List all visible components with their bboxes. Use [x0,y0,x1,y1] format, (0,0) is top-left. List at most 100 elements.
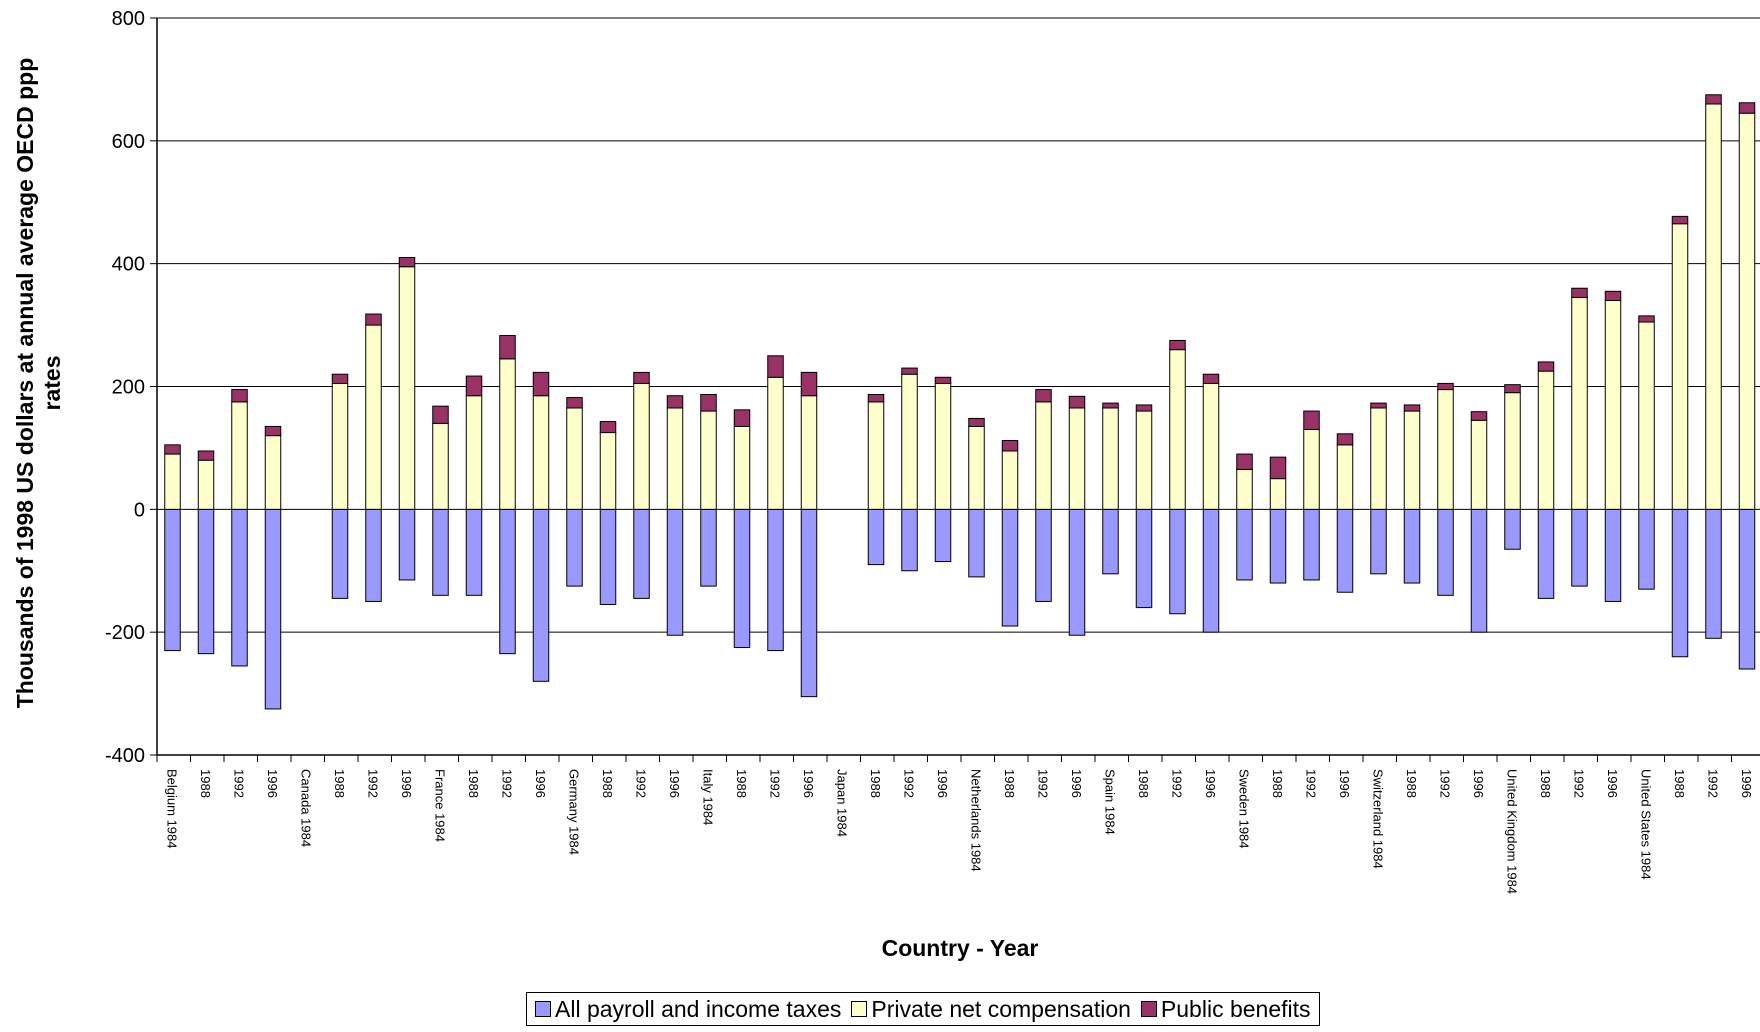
x-category-label: 1996 [265,769,280,798]
x-category-label: 1996 [667,769,682,798]
bar-public-benefits [1571,287,1588,298]
bar-private-compensation [666,407,684,510]
bar-taxes [700,508,717,587]
x-category-label: 1992 [902,769,917,798]
bar-taxes [1303,508,1320,581]
legend-item: Public benefits [1140,996,1311,1023]
bar-private-compensation [934,382,952,510]
bar-taxes [1370,508,1387,575]
x-category-label: 1992 [634,769,649,798]
bar-public-benefits [1671,215,1689,225]
bar-taxes [1135,508,1153,609]
bar-taxes [398,508,416,581]
bar-private-compensation [1135,410,1153,510]
bar-private-compensation [599,432,617,510]
bar-taxes [499,508,516,655]
bar-public-benefits [465,375,483,397]
bar-private-compensation [1303,428,1320,510]
x-category-label: 1992 [768,769,783,798]
legend-label: Private net compensation [871,995,1131,1022]
x-category-label: Spain 1984 [1103,769,1118,835]
bar-taxes [633,508,650,599]
bar-private-compensation [1671,223,1689,510]
x-tick-labels: Belgium 1984 1988 1992 1996 Canada 1984 1988 1… [165,769,1755,894]
x-category-label: 1988 [466,769,481,798]
x-category-label: United Kingdom 1984 [1505,769,1520,894]
bar-taxes [1001,508,1019,627]
bar-taxes [465,508,483,596]
bar-taxes [1403,508,1421,584]
bar-taxes [733,508,751,649]
bar-private-compensation [1537,370,1555,510]
x-category-label: France 1984 [433,769,448,842]
bar-private-compensation [767,376,784,510]
x-category-label: 1992 [1304,769,1319,798]
bar-private-compensation [1202,382,1220,510]
x-category-label: 1988 [1270,769,1285,798]
bar-taxes [599,508,617,606]
x-category-label: Belgium 1984 [165,769,180,849]
x-category-label: 1988 [1404,769,1419,798]
bar-public-benefits [934,376,952,384]
bar-public-benefits [733,409,751,427]
x-category-label: 1992 [500,769,515,798]
bar-private-compensation [1236,468,1253,510]
bar-public-benefits [432,405,449,424]
bar-taxes [1068,508,1086,636]
x-category-label: United States 1984 [1639,769,1654,880]
bar-private-compensation [1370,407,1387,510]
bar-private-compensation [1001,450,1019,510]
bar-private-compensation [1638,321,1655,510]
bar-public-benefits [1738,102,1756,114]
x-category-label: Canada 1984 [299,769,314,847]
bar-public-benefits [197,450,215,461]
bar-taxes [1571,508,1588,587]
bar-private-compensation [1102,407,1119,510]
bar-public-benefits [1537,361,1555,372]
bar-taxes [968,508,985,578]
legend-item: All payroll and income taxes [535,996,841,1023]
y-tick-label: 200 [112,377,145,399]
bar-taxes [1336,508,1354,593]
bar-public-benefits [231,389,248,403]
bar-taxes [934,508,952,563]
bar-public-benefits [331,373,349,384]
y-tick-label: 0 [134,499,145,521]
bar-taxes [1437,508,1454,596]
bar-private-compensation [901,373,918,510]
bar-taxes [1705,508,1722,639]
bar-private-compensation [733,425,751,510]
bar-private-compensation [1604,300,1622,510]
bar-private-compensation [365,324,382,510]
bar-public-benefits [365,313,382,326]
bar-private-compensation [465,395,483,510]
bar-public-benefits [264,425,282,437]
y-tick-labels: -400 -200 0 200 400 600 800 [105,8,145,767]
y-tick-label: 800 [112,8,145,30]
x-category-label: 1992 [366,769,381,798]
bar-private-compensation [264,435,282,510]
bar-private-compensation [1269,478,1287,510]
bar-taxes [1537,508,1555,599]
bar-public-benefits [1202,373,1220,384]
bar-private-compensation [331,382,349,510]
bar-private-compensation [231,401,248,510]
bar-public-benefits [968,417,985,427]
bar-public-benefits [599,421,617,434]
bar-taxes [867,508,885,566]
bar-public-benefits [566,397,583,409]
x-category-label: Italy 1984 [701,769,716,825]
legend-item: Private net compensation [851,996,1131,1023]
bar-public-benefits [1001,440,1019,452]
bar-private-compensation [867,401,885,510]
bar-private-compensation [700,410,717,510]
bar-taxes [1236,508,1253,581]
y-axis-title: Thousands of 1998 US dollars at annual a… [12,58,65,709]
bar-private-compensation [532,395,550,510]
bar-private-compensation [968,425,985,510]
bar-public-benefits [1068,395,1086,409]
x-category-label: 1992 [1170,769,1185,798]
bar-public-benefits [1035,389,1052,403]
bar-private-compensation [499,358,516,510]
